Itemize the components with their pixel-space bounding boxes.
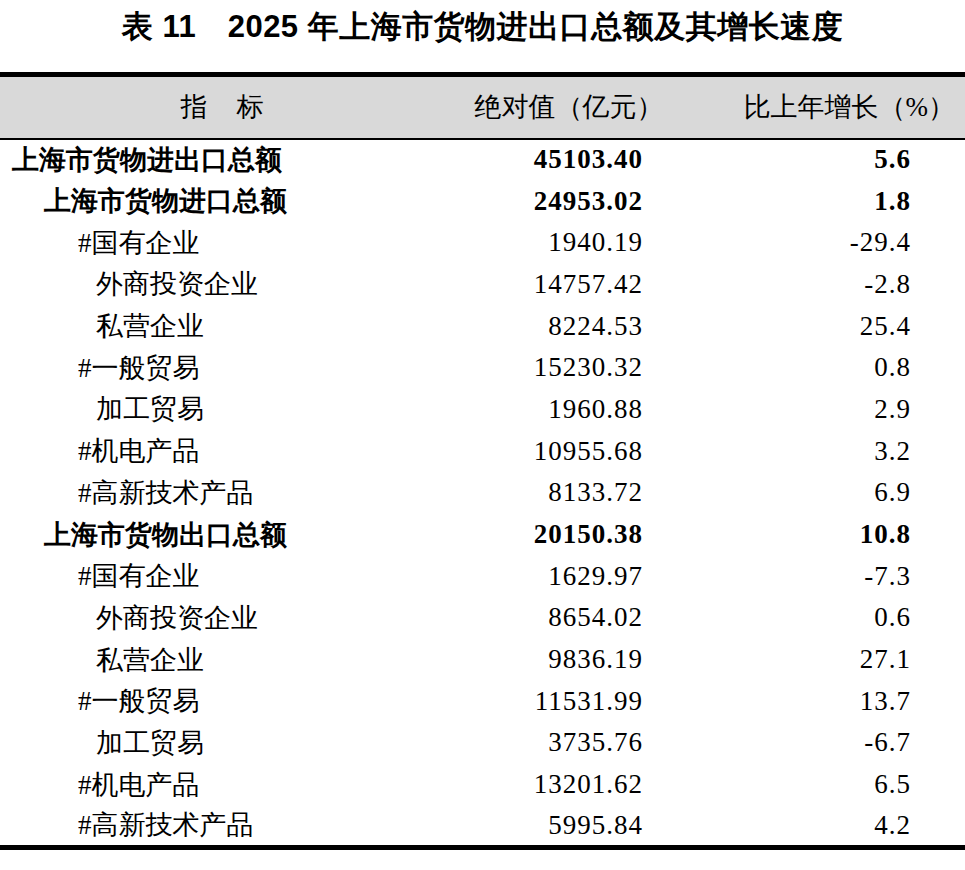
indicator-cell: 外商投资企业 [0, 597, 445, 639]
absolute-value-cell: 11531.99 [445, 680, 693, 722]
absolute-value-cell: 14757.42 [445, 264, 693, 306]
indicator-cell: 加工贸易 [0, 389, 445, 431]
indicator-cell: 加工贸易 [0, 722, 445, 764]
table-row: #机电产品10955.683.2 [0, 430, 965, 472]
import-export-table: 指 标 绝对值（亿元） 比上年增长（%） 上海市货物进出口总额45103.405… [0, 72, 965, 850]
growth-cell: -7.3 [693, 555, 965, 597]
indicator-cell: 上海市货物出口总额 [0, 514, 445, 556]
table-row: #高新技术产品5995.844.2 [0, 806, 965, 848]
growth-cell: 5.6 [693, 139, 965, 181]
absolute-value-cell: 10955.68 [445, 430, 693, 472]
growth-cell: 1.8 [693, 180, 965, 222]
growth-cell: 3.2 [693, 430, 965, 472]
growth-cell: -6.7 [693, 722, 965, 764]
absolute-value-cell: 45103.40 [445, 139, 693, 181]
table-row: 私营企业8224.5325.4 [0, 305, 965, 347]
growth-cell: 0.8 [693, 347, 965, 389]
absolute-value-cell: 1629.97 [445, 555, 693, 597]
growth-cell: 6.9 [693, 472, 965, 514]
indicator-cell: #高新技术产品 [0, 472, 445, 514]
growth-cell: -29.4 [693, 222, 965, 264]
table-row: 上海市货物进口总额24953.021.8 [0, 180, 965, 222]
indicator-cell: #一般贸易 [0, 680, 445, 722]
absolute-value-cell: 13201.62 [445, 764, 693, 806]
indicator-cell: #一般贸易 [0, 347, 445, 389]
table-row: 外商投资企业14757.42-2.8 [0, 264, 965, 306]
growth-cell: 4.2 [693, 806, 965, 848]
indicator-cell: 上海市货物进口总额 [0, 180, 445, 222]
absolute-value-cell: 9836.19 [445, 639, 693, 681]
table-row: 上海市货物出口总额20150.3810.8 [0, 514, 965, 556]
table-title: 表 11 2025 年上海市货物进出口总额及其增长速度 [0, 7, 965, 47]
absolute-value-cell: 20150.38 [445, 514, 693, 556]
table-row: #一般贸易11531.9913.7 [0, 680, 965, 722]
table-row: 上海市货物进出口总额45103.405.6 [0, 139, 965, 181]
table-body: 上海市货物进出口总额45103.405.6上海市货物进口总额24953.021.… [0, 139, 965, 848]
page: 表 11 2025 年上海市货物进出口总额及其增长速度 指 标 绝对值（亿元） … [0, 0, 965, 870]
absolute-value-cell: 8224.53 [445, 305, 693, 347]
indicator-cell: 私营企业 [0, 305, 445, 347]
absolute-value-cell: 1940.19 [445, 222, 693, 264]
table-row: #高新技术产品8133.726.9 [0, 472, 965, 514]
indicator-cell: 上海市货物进出口总额 [0, 139, 445, 181]
growth-cell: 10.8 [693, 514, 965, 556]
table-row: #机电产品13201.626.5 [0, 764, 965, 806]
growth-cell: 13.7 [693, 680, 965, 722]
indicator-cell: #国有企业 [0, 222, 445, 264]
absolute-value-cell: 24953.02 [445, 180, 693, 222]
absolute-value-cell: 1960.88 [445, 389, 693, 431]
table-row: 加工贸易3735.76-6.7 [0, 722, 965, 764]
table-header: 指 标 绝对值（亿元） 比上年增长（%） [0, 75, 965, 139]
table-row: #国有企业1940.19-29.4 [0, 222, 965, 264]
table-row: 加工贸易1960.882.9 [0, 389, 965, 431]
growth-cell: 27.1 [693, 639, 965, 681]
indicator-cell: #国有企业 [0, 555, 445, 597]
column-header-indicator: 指 标 [0, 75, 445, 139]
absolute-value-cell: 8654.02 [445, 597, 693, 639]
absolute-value-cell: 8133.72 [445, 472, 693, 514]
absolute-value-cell: 5995.84 [445, 806, 693, 848]
indicator-cell: 私营企业 [0, 639, 445, 681]
table-row: 私营企业9836.1927.1 [0, 639, 965, 681]
table-row: #一般贸易15230.320.8 [0, 347, 965, 389]
growth-cell: 6.5 [693, 764, 965, 806]
column-header-growth: 比上年增长（%） [693, 75, 965, 139]
indicator-cell: 外商投资企业 [0, 264, 445, 306]
absolute-value-cell: 3735.76 [445, 722, 693, 764]
column-header-absolute-value: 绝对值（亿元） [445, 75, 693, 139]
table-row: #国有企业1629.97-7.3 [0, 555, 965, 597]
header-row: 指 标 绝对值（亿元） 比上年增长（%） [0, 75, 965, 139]
growth-cell: 0.6 [693, 597, 965, 639]
indicator-cell: #机电产品 [0, 430, 445, 472]
indicator-cell: #机电产品 [0, 764, 445, 806]
absolute-value-cell: 15230.32 [445, 347, 693, 389]
indicator-cell: #高新技术产品 [0, 806, 445, 848]
growth-cell: 25.4 [693, 305, 965, 347]
growth-cell: 2.9 [693, 389, 965, 431]
table-row: 外商投资企业8654.020.6 [0, 597, 965, 639]
growth-cell: -2.8 [693, 264, 965, 306]
